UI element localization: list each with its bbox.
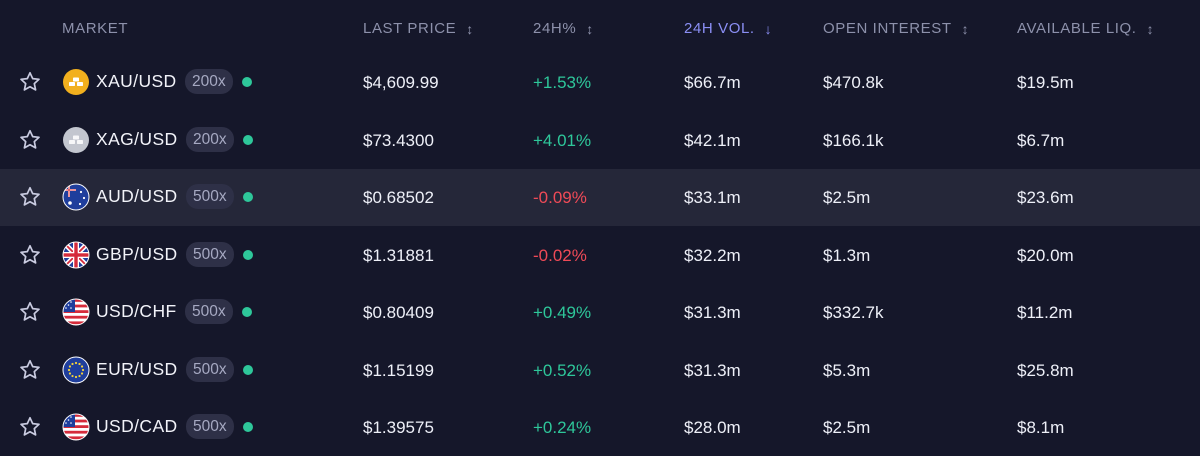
change-24h: -0.02% bbox=[533, 245, 587, 265]
status-dot bbox=[243, 135, 253, 145]
market-symbol[interactable]: XAG/USD bbox=[96, 128, 178, 149]
status-dot bbox=[242, 77, 252, 87]
status-dot bbox=[243, 250, 253, 260]
volume-24h: $31.3m bbox=[684, 360, 741, 380]
last-price: $1.39575 bbox=[363, 417, 434, 437]
star-icon[interactable] bbox=[18, 300, 42, 324]
status-dot bbox=[243, 422, 253, 432]
available-liquidity: $6.7m bbox=[1017, 130, 1065, 150]
change-24h: +1.53% bbox=[533, 72, 592, 92]
table-row[interactable]: AUD/USD 500x $0.68502 -0.09% $33.1m $2.5… bbox=[0, 169, 1200, 226]
open-interest: $166.1k bbox=[823, 130, 884, 150]
volume-24h: $33.1m bbox=[684, 187, 741, 207]
volume-24h-column-header[interactable]: 24H VOL. ↓ bbox=[684, 20, 773, 37]
star-icon[interactable] bbox=[18, 70, 42, 94]
change-24h: +4.01% bbox=[533, 130, 592, 150]
change-24h: +0.49% bbox=[533, 302, 592, 322]
leverage-badge: 500x bbox=[186, 184, 234, 209]
open-interest: $332.7k bbox=[823, 302, 884, 322]
star-icon[interactable] bbox=[18, 358, 42, 382]
leverage-badge: 200x bbox=[185, 69, 233, 94]
last-price: $0.80409 bbox=[363, 302, 434, 322]
usa-flag-icon bbox=[62, 413, 90, 441]
status-dot bbox=[242, 307, 252, 317]
silver-bars-icon bbox=[62, 126, 90, 154]
market-symbol[interactable]: USD/CHF bbox=[96, 300, 177, 321]
sort-both-icon[interactable]: ↕ bbox=[961, 20, 970, 37]
last-price-column-header[interactable]: LAST PRICE ↕ bbox=[363, 20, 474, 37]
available-liquidity: $19.5m bbox=[1017, 72, 1074, 92]
table-row[interactable]: XAU/USD 200x $4,609.99 +1.53% $66.7m $47… bbox=[0, 54, 1200, 111]
market-symbol[interactable]: AUD/USD bbox=[96, 185, 178, 206]
open-interest: $1.3m bbox=[823, 245, 871, 265]
change-24h: +0.24% bbox=[533, 417, 592, 437]
market-symbol[interactable]: USD/CAD bbox=[96, 415, 178, 436]
open-interest: $2.5m bbox=[823, 187, 871, 207]
table-row[interactable]: GBP/USD 500x $1.31881 -0.02% $32.2m $1.3… bbox=[0, 227, 1200, 284]
volume-24h: $28.0m bbox=[684, 417, 741, 437]
status-dot bbox=[243, 365, 253, 375]
available-liquidity: $23.6m bbox=[1017, 187, 1074, 207]
sort-both-icon[interactable]: ↕ bbox=[1146, 20, 1155, 37]
usa-flag-icon bbox=[62, 298, 90, 326]
gold-bars-icon bbox=[62, 68, 90, 96]
market-symbol[interactable]: GBP/USD bbox=[96, 243, 178, 264]
available-liquidity: $8.1m bbox=[1017, 417, 1065, 437]
open-interest: $5.3m bbox=[823, 360, 871, 380]
table-row[interactable]: USD/CHF 500x $0.80409 +0.49% $31.3m $332… bbox=[0, 284, 1200, 341]
change-24h: +0.52% bbox=[533, 360, 592, 380]
table-row[interactable]: XAG/USD 200x $73.4300 +4.01% $42.1m $166… bbox=[0, 112, 1200, 169]
star-icon[interactable] bbox=[18, 185, 42, 209]
change-24h-column-header[interactable]: 24H% ↕ bbox=[533, 20, 594, 37]
leverage-badge: 500x bbox=[186, 357, 234, 382]
open-interest: $2.5m bbox=[823, 417, 871, 437]
sort-both-icon[interactable]: ↕ bbox=[466, 20, 474, 37]
market-column-header: MARKET bbox=[62, 20, 129, 37]
last-price: $0.68502 bbox=[363, 187, 434, 207]
star-icon[interactable] bbox=[18, 243, 42, 267]
available-liquidity: $11.2m bbox=[1017, 302, 1073, 322]
leverage-badge: 500x bbox=[186, 414, 234, 439]
sort-down-icon[interactable]: ↓ bbox=[764, 20, 773, 37]
volume-24h: $42.1m bbox=[684, 130, 741, 150]
leverage-badge: 500x bbox=[186, 242, 234, 267]
volume-24h: $32.2m bbox=[684, 245, 741, 265]
table-header: MARKET LAST PRICE ↕ 24H% ↕ 24H VOL. ↓ OP… bbox=[0, 0, 1200, 58]
open-interest-column-header[interactable]: OPEN INTEREST ↕ bbox=[823, 20, 970, 37]
eu-flag-icon bbox=[62, 356, 90, 384]
leverage-badge: 200x bbox=[186, 127, 234, 152]
australia-flag-icon bbox=[62, 183, 90, 211]
available-liquidity: $25.8m bbox=[1017, 360, 1074, 380]
sort-both-icon[interactable]: ↕ bbox=[586, 20, 594, 37]
last-price: $73.4300 bbox=[363, 130, 434, 150]
star-icon[interactable] bbox=[18, 128, 42, 152]
available-liq-column-header[interactable]: AVAILABLE LIQ. ↕ bbox=[1017, 20, 1155, 37]
table-row[interactable]: USD/CAD 500x $1.39575 +0.24% $28.0m $2.5… bbox=[0, 399, 1200, 456]
change-24h: -0.09% bbox=[533, 187, 587, 207]
volume-24h: $66.7m bbox=[684, 72, 741, 92]
table-row[interactable]: EUR/USD 500x $1.15199 +0.52% $31.3m $5.3… bbox=[0, 342, 1200, 399]
volume-24h: $31.3m bbox=[684, 302, 741, 322]
leverage-badge: 500x bbox=[185, 299, 233, 324]
last-price: $1.15199 bbox=[363, 360, 434, 380]
status-dot bbox=[243, 192, 253, 202]
last-price: $1.31881 bbox=[363, 245, 434, 265]
last-price: $4,609.99 bbox=[363, 72, 439, 92]
star-icon[interactable] bbox=[18, 415, 42, 439]
available-liquidity: $20.0m bbox=[1017, 245, 1074, 265]
market-symbol[interactable]: XAU/USD bbox=[96, 70, 177, 91]
market-symbol[interactable]: EUR/USD bbox=[96, 358, 178, 379]
open-interest: $470.8k bbox=[823, 72, 884, 92]
uk-flag-icon bbox=[62, 241, 90, 269]
